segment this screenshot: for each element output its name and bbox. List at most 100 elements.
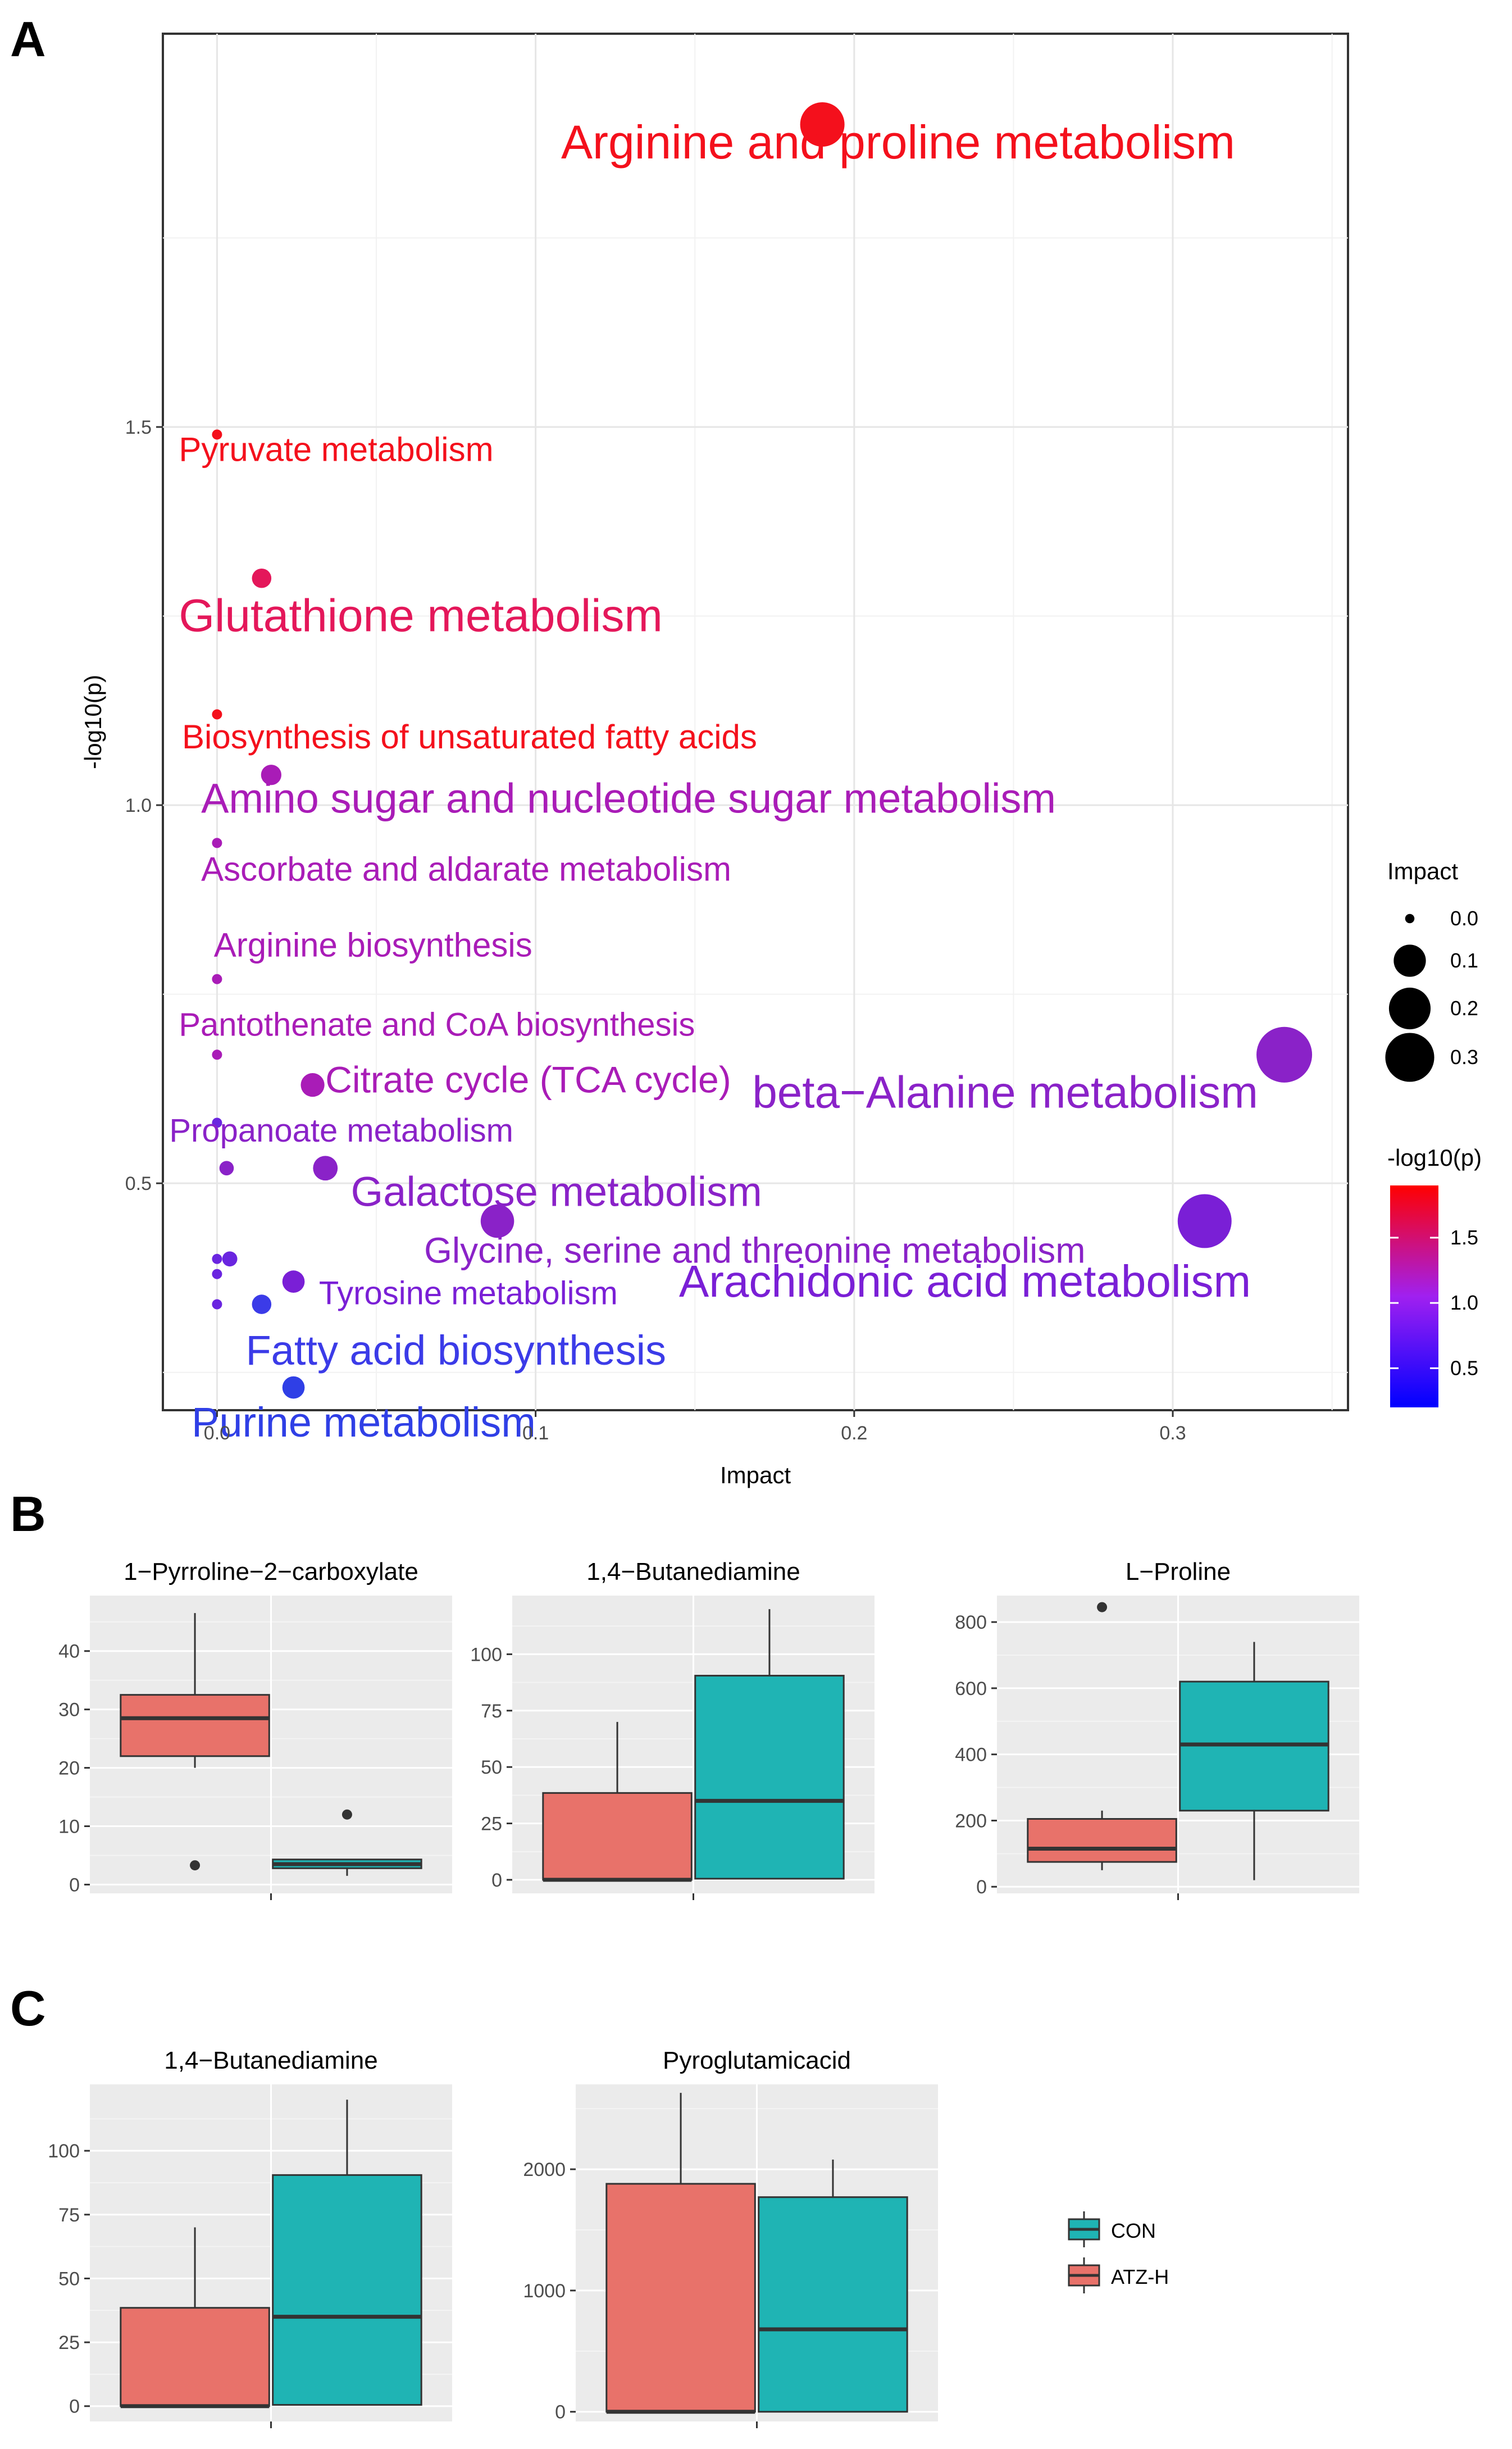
y-tick-label: 0 <box>976 1876 987 1898</box>
y-tick-label: 0.5 <box>125 1173 152 1194</box>
data-points <box>212 102 1313 1399</box>
boxplot-facet: Pyroglutamicacid 0 1000 2000 <box>523 2047 938 2428</box>
boxplot-facet: 1,4−Butanediamine 0 25 50 75 100 <box>48 2047 452 2428</box>
data-point <box>252 1294 272 1314</box>
axes: 0.0 0.1 0.2 0.3 0.5 1.0 1.5 <box>125 417 1186 1444</box>
y-tick-label: 1000 <box>523 2280 566 2302</box>
size-legend-label: 0.2 <box>1450 997 1478 1020</box>
color-legend: 0.5 1.0 1.5 <box>1390 1226 1478 1379</box>
y-tick-label: 800 <box>955 1612 987 1633</box>
point-label: Amino sugar and nucleotide sugar metabol… <box>201 775 1056 822</box>
facet-title: 1,4−Butanediamine <box>586 1558 800 1585</box>
box-con <box>272 2174 422 2406</box>
size-legend: 0.0 0.1 0.2 0.3 <box>1385 907 1478 1082</box>
y-tick-label: 75 <box>481 1701 502 1722</box>
legend-label: CON <box>1111 2219 1156 2242</box>
data-point <box>282 1376 305 1399</box>
x-tick-label: 0.2 <box>841 1423 867 1444</box>
y-tick-label: 0 <box>491 1870 502 1891</box>
point-label: Glycine, serine and threonine metabolism <box>424 1230 1086 1271</box>
facet-title: Pyroglutamicacid <box>663 2047 851 2074</box>
size-legend-label: 0.0 <box>1450 907 1478 930</box>
facet-title: L−Proline <box>1126 1558 1231 1585</box>
box-atz-h <box>605 2183 756 2413</box>
data-point <box>300 1073 325 1097</box>
color-legend-label: 1.0 <box>1450 1291 1478 1314</box>
y-tick-label: 1.5 <box>125 417 152 438</box>
color-legend-label: 1.5 <box>1450 1226 1478 1249</box>
panel-label-a: A <box>10 11 46 67</box>
outlier-point <box>190 1860 201 1871</box>
point-label: Pyruvate metabolism <box>179 431 493 469</box>
y-tick-label: 25 <box>481 1814 502 1835</box>
box-con <box>758 2196 908 2413</box>
y-tick-label: 600 <box>955 1678 987 1700</box>
y-tick-label: 50 <box>481 1757 502 1778</box>
point-labels: Arginine and proline metabolism Pyruvate … <box>169 116 1258 1446</box>
y-tick-label: 2000 <box>523 2159 566 2180</box>
y-tick-label: 25 <box>58 2332 80 2353</box>
data-point <box>212 1299 222 1310</box>
box-atz-h <box>120 1694 270 1757</box>
box-atz-h <box>542 1792 693 1881</box>
data-point <box>212 1269 222 1279</box>
y-tick-label: 75 <box>58 2205 80 2226</box>
point-label: Citrate cycle (TCA cycle) <box>325 1059 731 1101</box>
color-legend-title: -log10(p) <box>1387 1144 1482 1171</box>
y-tick-label: 400 <box>955 1744 987 1766</box>
y-tick-label: 30 <box>58 1700 80 1721</box>
boxplot-facet: 1,4−Butanediamine 0 25 50 75 100 <box>470 1558 875 1900</box>
point-label: Fatty acid biosynthesis <box>245 1327 666 1374</box>
color-legend-label: 0.5 <box>1450 1356 1478 1379</box>
point-label: Arginine biosynthesis <box>214 926 532 964</box>
outlier-point <box>341 1809 352 1820</box>
point-label: Galactose metabolism <box>351 1169 762 1215</box>
y-tick-label: 1.0 <box>125 795 152 816</box>
size-legend-label: 0.1 <box>1450 949 1478 972</box>
data-point <box>219 1161 234 1176</box>
box-atz-h <box>120 2307 270 2407</box>
outlier-point <box>1097 1602 1108 1612</box>
group-legend: CON ATZ-H <box>1068 2211 1169 2293</box>
panel-label-b: B <box>10 1486 46 1542</box>
facet-title: 1,4−Butanediamine <box>164 2047 377 2074</box>
size-legend-swatch <box>1393 944 1426 977</box>
data-point <box>212 1049 222 1060</box>
y-tick-label: 40 <box>58 1641 80 1662</box>
data-point <box>1256 1026 1313 1083</box>
y-tick-label: 0 <box>69 2396 80 2418</box>
data-point <box>1177 1194 1232 1248</box>
point-label: Biosynthesis of unsaturated fatty acids <box>182 718 757 756</box>
facet-title: 1−Pyrroline−2−carboxylate <box>124 1558 418 1585</box>
point-label: beta−Alanine metabolism <box>752 1067 1258 1117</box>
x-tick-label: 0.0 <box>204 1423 230 1444</box>
y-tick-label: 50 <box>58 2268 80 2289</box>
grid <box>163 34 1348 1410</box>
panel-b-boxplots: 1−Pyrroline−2−carboxylate 0 10 20 30 40 1,4−Bu… <box>58 1558 1359 1900</box>
data-point <box>212 429 222 440</box>
color-bar <box>1390 1185 1438 1407</box>
y-tick-label: 100 <box>470 1644 502 1665</box>
point-label: Arginine and proline metabolism <box>561 116 1235 169</box>
legend-label: ATZ-H <box>1111 2265 1169 2288</box>
data-point <box>480 1204 514 1238</box>
data-point <box>212 1117 222 1128</box>
point-label: Propanoate metabolism <box>169 1112 513 1149</box>
size-legend-label: 0.3 <box>1450 1046 1478 1069</box>
y-tick-label: 0 <box>69 1874 80 1896</box>
y-axis-title: -log10(p) <box>80 675 106 769</box>
data-point <box>252 568 272 588</box>
y-tick-label: 10 <box>58 1816 80 1837</box>
panel-label-c: C <box>10 1980 46 2036</box>
x-tick-label: 0.3 <box>1159 1423 1186 1444</box>
legend: Impact 0.0 0.1 0.2 0.3 -log10(p) 0.5 1.0 1.5 <box>1385 858 1482 1407</box>
size-legend-swatch <box>1385 1033 1434 1082</box>
size-legend-title: Impact <box>1387 858 1458 884</box>
x-tick-label: 0.1 <box>522 1423 549 1444</box>
size-legend-swatch <box>1388 987 1431 1030</box>
data-point <box>212 974 222 984</box>
y-tick-label: 0 <box>555 2402 566 2423</box>
y-tick-label: 20 <box>58 1758 80 1779</box>
box-con <box>694 1675 845 1880</box>
